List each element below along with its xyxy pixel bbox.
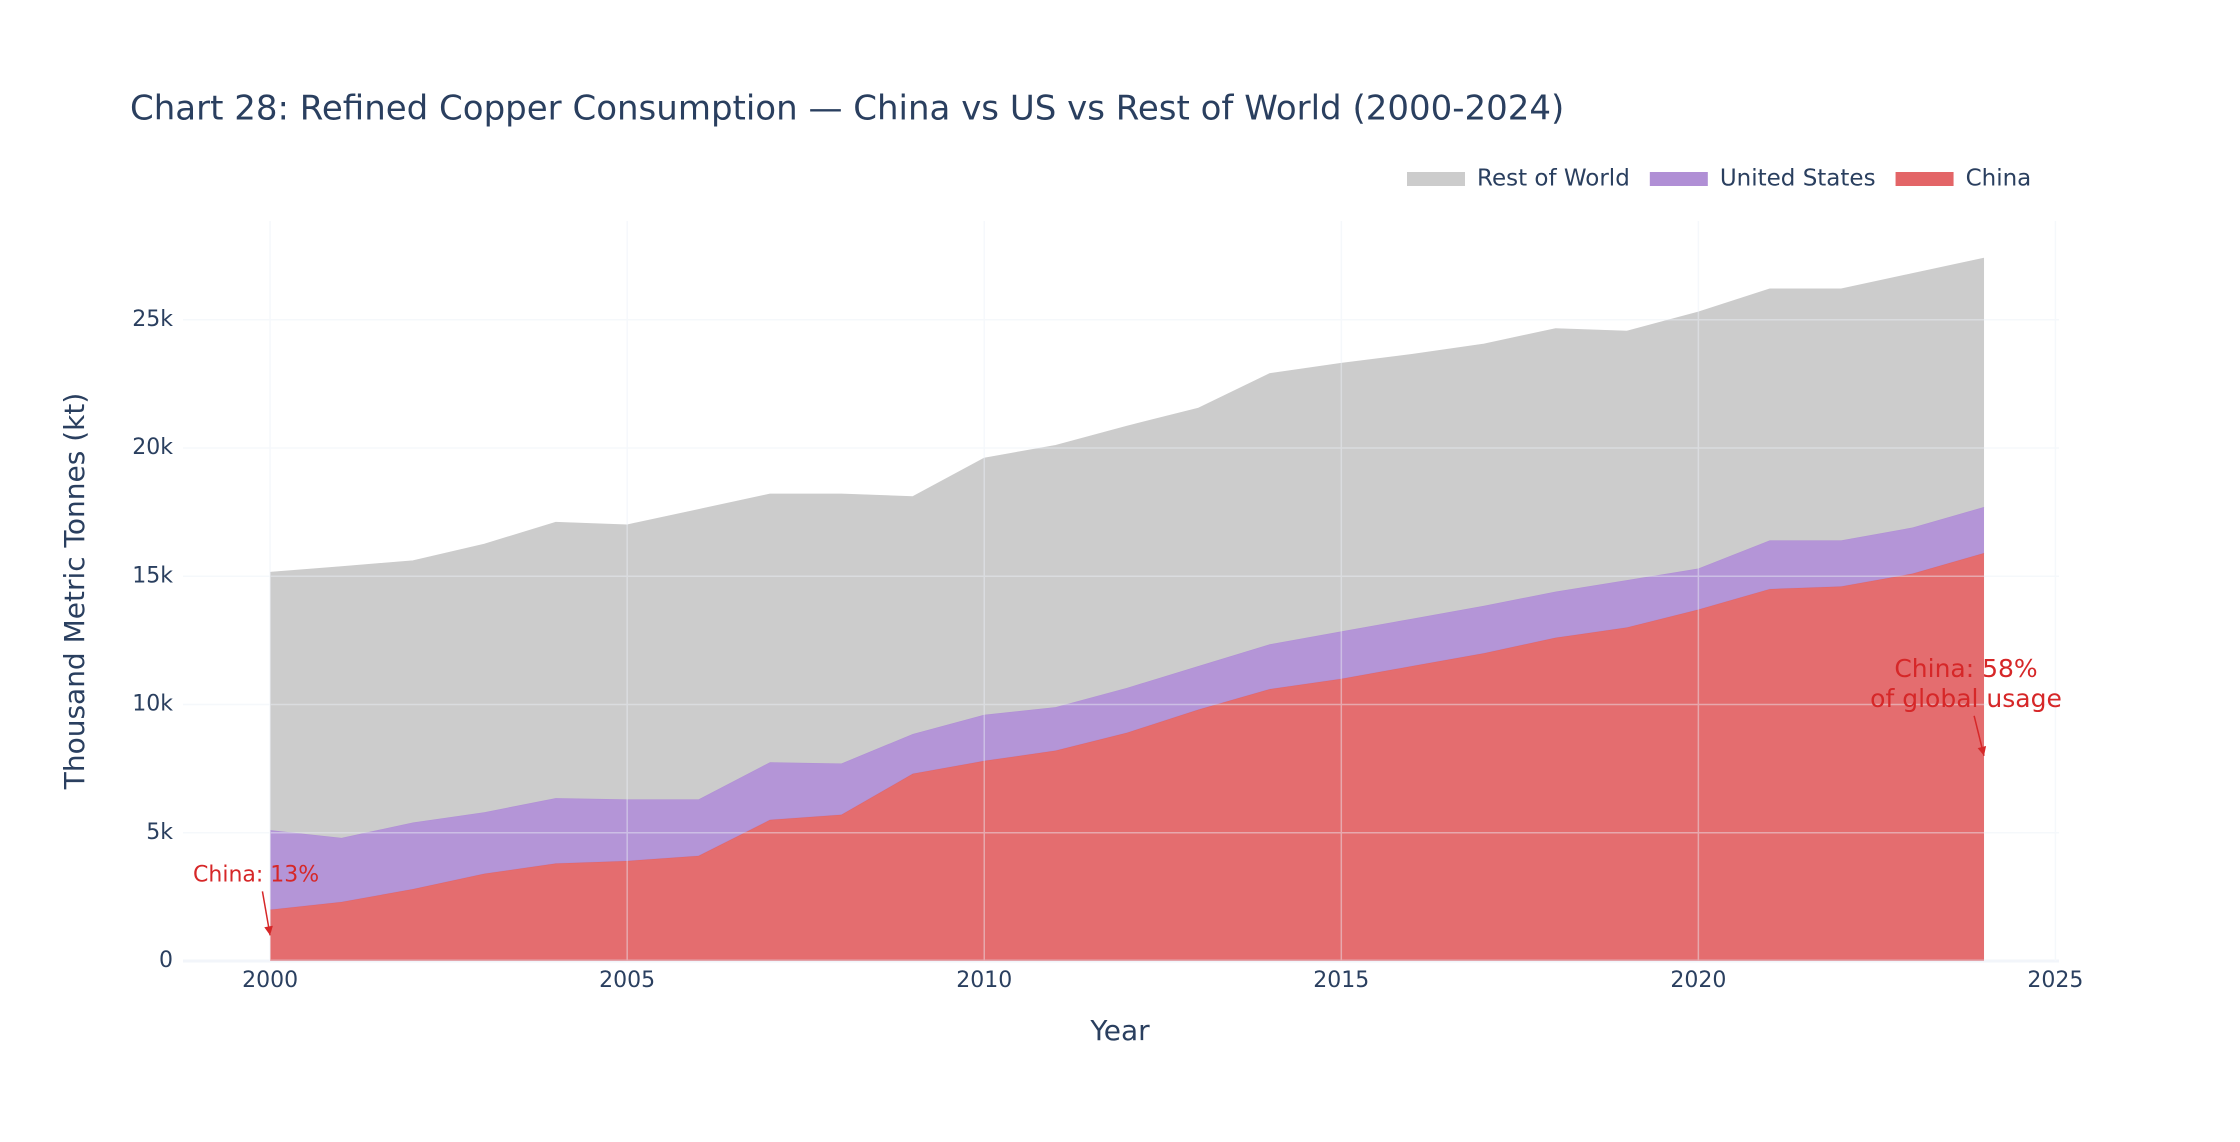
x-tick-label: 2020 [1670,968,1726,993]
annotation-text: China: 58% [1894,654,2037,683]
grid [183,221,2059,963]
y-tick-label: 0 [159,948,173,973]
x-tick-label: 2015 [1313,968,1369,993]
area-fill [270,258,1985,838]
x-axis-label: Year [1089,1014,1150,1047]
area-fill [270,506,1985,910]
legend-swatch [1649,172,1708,186]
y-tick-label: 10k [132,692,173,717]
legend-label: United States [1720,166,1876,192]
x-tick-label: 2025 [2027,968,2083,993]
legend-swatch [1407,172,1465,186]
area-line [270,257,1985,573]
y-tick-label: 5k [146,820,173,845]
area-fill [270,553,1985,961]
chart-title: Chart 28: Refined Copper Consumption — C… [130,89,1564,129]
annotation-text: China: 13% [193,862,319,887]
legend-label: China [1966,166,2032,192]
annotation-text: of global usage [1870,684,2062,713]
y-tick-label: 20k [132,435,173,460]
y-tick-label: 15k [132,563,173,588]
x-tick-label: 2000 [242,968,298,993]
x-tick-label: 2005 [599,968,655,993]
annotation-arrowhead [264,925,273,936]
y-tick-label: 25k [132,307,173,332]
legend-label: Rest of World [1477,166,1630,192]
legend-swatch [1895,172,1954,186]
y-axis-label: Thousand Metric Tonnes (kt) [58,393,91,791]
annotation-arrowhead [1977,746,1987,756]
x-tick-label: 2010 [956,968,1012,993]
